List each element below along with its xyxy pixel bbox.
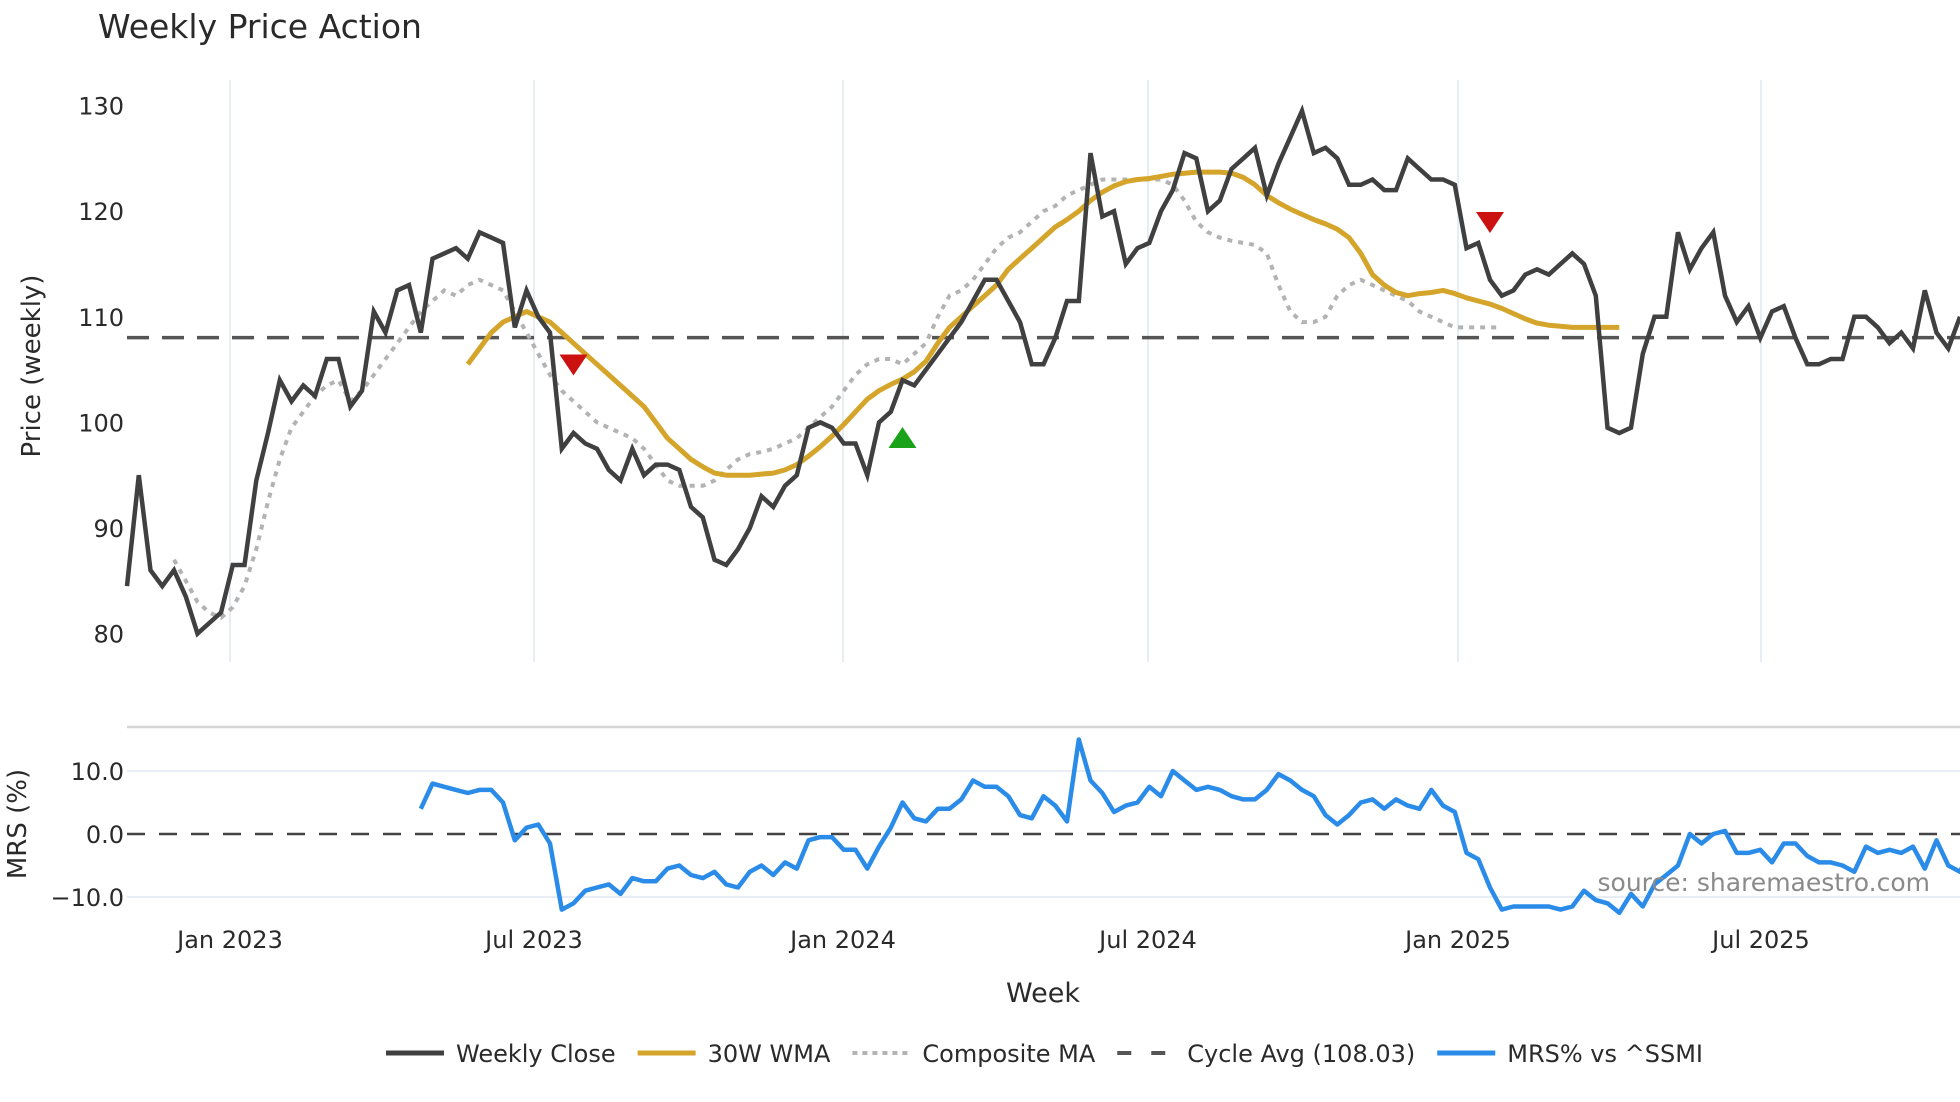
legend-item[interactable]: MRS% vs ^SSMI: [1437, 1040, 1703, 1068]
mrs-y-tick: 0.0: [86, 821, 124, 849]
legend-item[interactable]: Weekly Close: [386, 1040, 616, 1068]
mrs-line: [418, 737, 1960, 916]
legend-label: Composite MA: [922, 1040, 1095, 1068]
x-tick-label: Jan 2023: [175, 926, 283, 954]
legend-item[interactable]: 30W WMA: [637, 1040, 831, 1068]
legend-label: 30W WMA: [708, 1040, 831, 1068]
legend-label: Cycle Avg (108.03): [1187, 1040, 1415, 1068]
price-y-tick: 110: [78, 304, 124, 332]
mrs-gridlines: 10.0 0.0 −10.0: [50, 758, 1960, 912]
price-panel: 80 90 100 110 120 130 Price (weekly): [17, 80, 1960, 662]
sell-signal-marker-icon: [559, 354, 588, 376]
price-y-tick: 80: [93, 621, 124, 649]
signal-markers: [559, 211, 1504, 449]
price-y-axis-label: Price (weekly): [17, 275, 47, 458]
composite-ma-line: [172, 177, 1502, 621]
sell-signal-marker-icon: [1476, 211, 1504, 233]
price-y-axis-ticks: 80 90 100 110 120 130: [78, 93, 124, 649]
x-tick-label: Jul 2025: [1710, 926, 1810, 954]
x-axis-ticks: Jan 2023 Jul 2023 Jan 2024 Jul 2024 Jan 2025…: [175, 926, 1810, 954]
price-y-tick: 90: [93, 515, 124, 543]
price-y-tick: 100: [78, 409, 124, 437]
legend: Weekly Close 30W WMA Composite MA Cycle Avg…: [386, 1040, 1703, 1068]
x-tick-label: Jan 2025: [1403, 926, 1511, 954]
mrs-panel: 10.0 0.0 −10.0 MRS (%) source: sharemaestr…: [3, 737, 1960, 916]
price-y-tick: 130: [78, 93, 124, 121]
x-tick-label: Jul 2024: [1097, 926, 1197, 954]
watermark: source: sharemaestro.com: [1598, 868, 1931, 897]
legend-item[interactable]: Composite MA: [852, 1040, 1096, 1068]
legend-item[interactable]: Cycle Avg (108.03): [1117, 1040, 1415, 1068]
chart-title: Weekly Price Action: [98, 7, 422, 46]
price-y-tick: 120: [78, 198, 124, 226]
buy-signal-marker-icon: [888, 427, 917, 449]
x-tick-label: Jan 2024: [788, 926, 896, 954]
x-tick-label: Jul 2023: [483, 926, 583, 954]
weekly-close-line: [124, 104, 1960, 638]
wma-30w-line: [465, 169, 1620, 478]
mrs-y-axis-label: MRS (%): [3, 769, 33, 879]
x-axis-label: Week: [1006, 978, 1080, 1009]
legend-label: Weekly Close: [456, 1040, 616, 1068]
price-gridlines: [229, 80, 1762, 662]
legend-label: MRS% vs ^SSMI: [1507, 1040, 1703, 1068]
mrs-y-tick: −10.0: [50, 884, 124, 912]
mrs-y-tick: 10.0: [71, 758, 124, 786]
